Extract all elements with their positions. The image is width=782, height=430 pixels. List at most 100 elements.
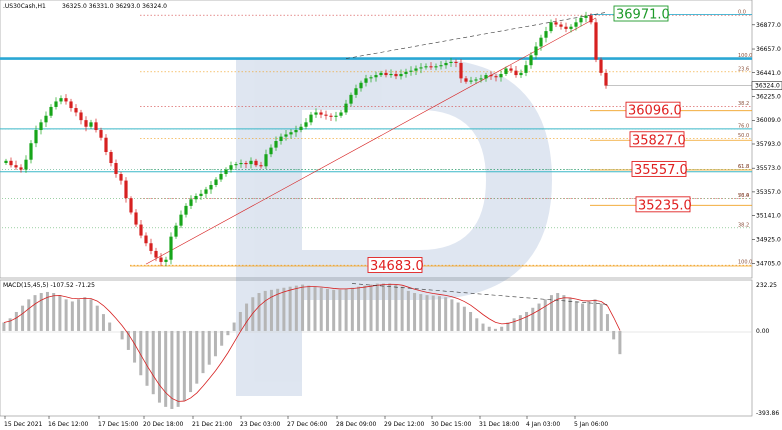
macd-bar: [8, 318, 12, 331]
x-tick-label: 21 Dec 21:00: [192, 421, 233, 428]
x-tick-label: 23 Dec 03:00: [240, 421, 281, 428]
candle-body: [129, 198, 133, 213]
macd-bar: [301, 284, 305, 331]
candle-body: [374, 75, 378, 78]
macd-bar: [164, 330, 168, 407]
candle-body: [159, 257, 163, 262]
y-tick-label: 36441.0: [756, 70, 781, 77]
macd-bar: [139, 330, 143, 376]
candle-body: [479, 78, 483, 80]
macd-bar: [531, 307, 535, 331]
candle-body: [174, 225, 178, 237]
macd-bar: [369, 284, 373, 331]
macd-bar: [444, 297, 448, 331]
fib-level-label: 0.0: [738, 10, 746, 16]
candle-body: [399, 73, 403, 77]
candle-body: [464, 78, 468, 82]
macd-bar: [133, 330, 137, 363]
candle-body: [154, 250, 158, 258]
macd-bar: [307, 285, 311, 331]
macd-bar: [263, 290, 267, 331]
candle-body: [84, 120, 88, 127]
trend-line-resistance: [345, 12, 607, 59]
candle-body: [329, 115, 333, 117]
candle-body: [24, 159, 28, 170]
x-tick-label: 16 Dec 12:00: [48, 421, 89, 428]
candle-body: [584, 15, 588, 18]
y-tick-label: 36877.0: [756, 22, 781, 29]
fib-level-label: 76.4: [738, 193, 749, 199]
macd-bar: [344, 288, 348, 331]
candle-body: [404, 71, 408, 74]
candle-body: [119, 173, 123, 181]
candle-body: [344, 103, 348, 113]
macd-bar: [618, 330, 622, 355]
candle-body: [384, 72, 388, 76]
macd-bar: [506, 322, 510, 331]
candle-body: [334, 115, 338, 117]
candle-body: [569, 26, 573, 29]
candle-body: [59, 98, 63, 102]
macd-bar: [151, 330, 155, 395]
candle-body: [549, 22, 553, 32]
macd-y-tick-label: 232.25: [756, 282, 777, 289]
candle-body: [114, 163, 118, 174]
x-tick-label: 20 Dec 18:00: [143, 421, 184, 428]
candle-body: [319, 112, 323, 115]
candle-body: [19, 167, 23, 170]
candle-body: [144, 235, 148, 244]
candle-body: [224, 169, 228, 174]
macd-bar: [89, 299, 93, 331]
candle-body: [459, 62, 463, 79]
macd-bar: [39, 293, 43, 331]
macd-bar: [319, 287, 323, 331]
price-label-box: [367, 257, 423, 273]
macd-bar: [568, 298, 572, 331]
main-panel-frame: [0, 0, 753, 279]
candle-body: [199, 193, 203, 196]
price-label-box: [625, 101, 681, 118]
candle-body: [69, 101, 73, 109]
macd-bar: [313, 286, 317, 331]
candle-body: [29, 143, 33, 160]
macd-bar: [537, 303, 541, 331]
macd-bar: [350, 287, 354, 331]
candle-body: [269, 147, 273, 155]
macd-bar: [332, 289, 336, 331]
candle-body: [449, 61, 453, 63]
candle-body: [14, 165, 18, 168]
price-label-text: 35827.0: [632, 133, 686, 148]
price-label-text: 36971.0: [616, 8, 670, 23]
macd-bar: [469, 311, 473, 331]
macd-bar: [288, 286, 292, 331]
candle-body: [524, 65, 528, 73]
macd-bar: [518, 315, 522, 331]
candle-body: [309, 114, 313, 123]
y-tick-label: 36009.0: [756, 117, 781, 124]
candle-body: [274, 141, 278, 148]
macd-bar: [257, 293, 261, 331]
macd-bar: [126, 330, 130, 350]
macd-bar: [213, 330, 217, 357]
price-label-text: 35557.0: [634, 163, 688, 178]
macd-bar: [245, 303, 249, 331]
candle-body: [49, 106, 53, 116]
price-label-box: [631, 160, 687, 177]
fib2-level-label: 38.2: [738, 222, 749, 228]
candle-body: [579, 17, 583, 23]
y-tick-label: 34925.0: [756, 236, 781, 243]
current-price-text: 36324.0: [755, 83, 780, 90]
macd-bar: [52, 293, 56, 331]
candle-body: [134, 212, 138, 225]
y-tick-label: 35141.0: [756, 213, 781, 220]
macd-bar: [475, 318, 479, 331]
candle-body: [559, 24, 563, 27]
candle-body: [169, 236, 173, 260]
x-tick-label: 15 Dec 2021: [4, 421, 43, 428]
macd-bar: [456, 302, 460, 331]
candle-body: [189, 199, 193, 206]
candle-body: [179, 214, 183, 226]
macd-bar: [338, 289, 342, 331]
macd-bar: [220, 330, 224, 346]
macd-bar: [170, 330, 174, 409]
